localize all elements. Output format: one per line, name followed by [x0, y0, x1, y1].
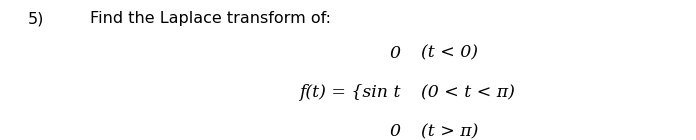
- Text: (t > π): (t > π): [421, 123, 478, 140]
- Text: 0: 0: [389, 45, 400, 62]
- Text: 0: 0: [389, 123, 400, 140]
- Text: f(t) = {sin t: f(t) = {sin t: [299, 84, 400, 101]
- Text: 5): 5): [28, 11, 45, 26]
- Text: Find the Laplace transform of:: Find the Laplace transform of:: [90, 11, 331, 26]
- Text: (t < 0): (t < 0): [421, 45, 478, 62]
- Text: (0 < t < π): (0 < t < π): [421, 84, 515, 101]
